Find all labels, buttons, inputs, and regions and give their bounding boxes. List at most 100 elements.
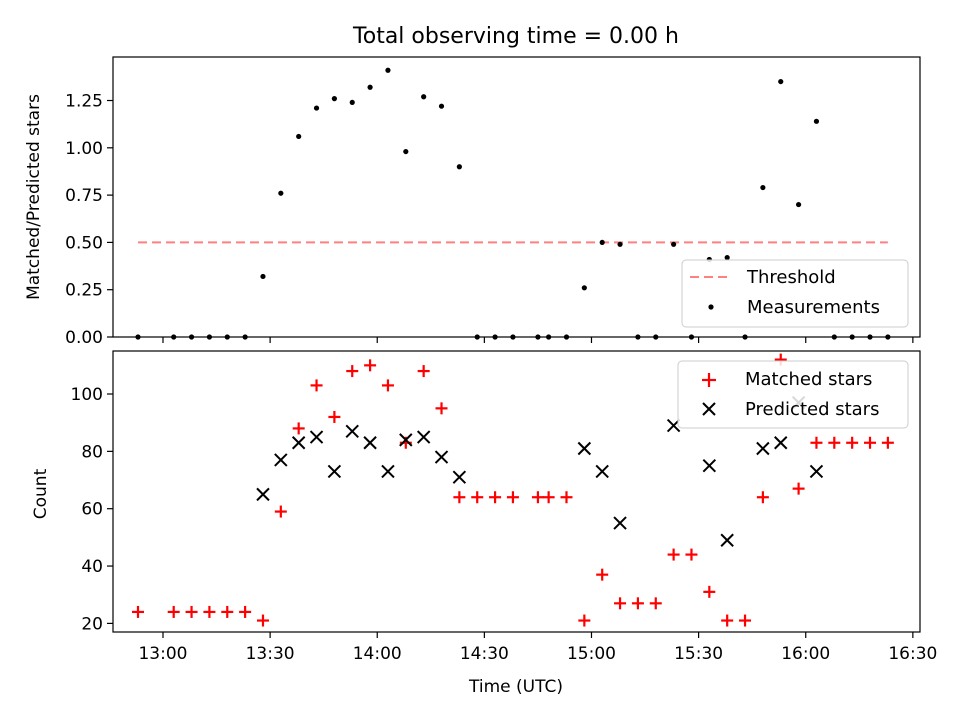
matched-stars-point xyxy=(417,365,430,378)
matched-stars-point xyxy=(703,585,716,598)
bottom-plot-marks xyxy=(131,353,894,627)
top-plot-marks xyxy=(135,67,891,340)
matched-stars-point xyxy=(864,436,877,449)
measurement-point xyxy=(385,67,391,73)
matched-stars-point xyxy=(346,365,359,378)
matched-stars-point xyxy=(881,436,894,449)
matched-stars-point xyxy=(810,436,823,449)
matched-stars-point xyxy=(614,597,627,610)
matched-stars-point xyxy=(721,614,734,627)
matched-stars-point xyxy=(167,605,180,618)
matched-stars-point xyxy=(596,568,609,581)
bottom-x-tick-label: 14:00 xyxy=(353,644,402,664)
top-y-tick-label: 0.25 xyxy=(65,281,103,301)
measurements-legend-label: Measurements xyxy=(747,297,880,318)
top-axes-frame xyxy=(112,56,921,338)
predicted-stars-point xyxy=(577,441,592,456)
top-y-tick-label: 1.25 xyxy=(65,92,103,112)
matched-stars-point xyxy=(203,605,216,618)
matched-stars-point xyxy=(256,614,269,627)
matched-stars-point xyxy=(631,597,644,610)
predicted-stars-point xyxy=(399,433,413,447)
matched-stars-point xyxy=(685,548,698,561)
bottom-legend-box xyxy=(677,360,909,429)
matched-stars-legend-label: Matched stars xyxy=(745,369,872,390)
measurement-point xyxy=(313,105,320,111)
measurement-point xyxy=(813,118,820,124)
measurement-point xyxy=(617,241,623,247)
bottom-x-ticks: 13:00 13:30 14:00 14:30 15:00 15:30 16:00 16:30 xyxy=(138,632,937,664)
measurement-point xyxy=(456,164,462,170)
measurement-point xyxy=(760,184,766,191)
matched-stars-point xyxy=(471,491,484,504)
matched-stars-point xyxy=(578,614,591,627)
bottom-y-tick-label: 80 xyxy=(81,442,103,462)
bottom-x-tick-label: 13:00 xyxy=(138,644,187,664)
matched-stars-point xyxy=(185,605,198,618)
measurement-point xyxy=(421,94,427,100)
predicted-stars-point xyxy=(756,441,770,456)
predicted-stars-point xyxy=(452,470,467,484)
matched-stars-point xyxy=(667,548,680,561)
measurement-point xyxy=(331,96,337,102)
matched-stars-point xyxy=(756,491,769,504)
measurements-legend-swatch xyxy=(708,304,714,310)
predicted-stars-point xyxy=(702,458,717,473)
predicted-stars-point xyxy=(809,464,824,479)
measurement-point xyxy=(724,254,730,261)
matched-stars-point xyxy=(221,605,234,618)
matched-stars-point xyxy=(649,597,662,610)
matched-stars-point xyxy=(531,491,544,504)
bottom-y-ticks: 20 40 60 80 100 xyxy=(71,385,113,634)
bottom-x-tick-label: 14:30 xyxy=(460,644,509,664)
predicted-stars-point xyxy=(613,516,627,530)
predicted-stars-point xyxy=(345,424,359,438)
matched-stars-point xyxy=(506,491,519,504)
matched-stars-legend-swatch xyxy=(702,373,716,387)
predicted-stars-point xyxy=(309,430,324,444)
predicted-stars-legend-swatch xyxy=(702,402,716,416)
measurement-point xyxy=(438,103,445,109)
predicted-stars-point xyxy=(291,436,306,450)
matched-stars-point xyxy=(542,491,555,504)
top-legend-box xyxy=(681,259,909,328)
top-y-axis-label: Matched/Predicted stars xyxy=(24,94,44,300)
bottom-y-tick-label: 20 xyxy=(81,614,103,634)
bottom-legend: Matched stars Predicted stars xyxy=(677,360,909,429)
predicted-stars-point xyxy=(274,453,288,467)
predicted-stars-point xyxy=(434,450,449,464)
predicted-stars-point xyxy=(256,487,270,502)
bottom-y-tick-label: 100 xyxy=(71,385,103,405)
matched-stars-point xyxy=(310,379,323,392)
predicted-stars-point xyxy=(327,464,342,479)
predicted-stars-point xyxy=(363,436,377,450)
threshold-legend-label: Threshold xyxy=(746,267,836,288)
bottom-y-axis-label: Count xyxy=(31,468,51,519)
matched-stars-point xyxy=(239,605,252,618)
top-y-tick-label: 0.00 xyxy=(65,328,103,348)
top-y-ticks: 0.00 0.25 0.50 0.75 1.00 1.25 xyxy=(65,92,113,348)
measurement-point xyxy=(671,241,677,247)
top-y-tick-label: 0.50 xyxy=(65,233,103,253)
top-legend: Threshold Measurements xyxy=(681,259,909,328)
measurement-point xyxy=(403,148,409,155)
matched-stars-point xyxy=(292,422,305,435)
bottom-x-tick-label: 13:30 xyxy=(246,644,295,664)
predicted-stars-point xyxy=(774,436,788,450)
matched-stars-point xyxy=(846,436,859,449)
top-x-ticks xyxy=(162,337,914,343)
measurement-point xyxy=(599,239,605,246)
matched-stars-point xyxy=(131,605,144,618)
bottom-x-tick-label: 16:30 xyxy=(888,644,937,664)
top-chart-title: Total observing time = 0.00 h xyxy=(352,24,679,49)
predicted-stars-point xyxy=(720,533,734,547)
matched-stars-point xyxy=(328,410,341,423)
matched-stars-point xyxy=(364,359,377,372)
bottom-x-tick-label: 16:00 xyxy=(781,644,830,664)
matched-stars-point xyxy=(828,436,841,449)
bottom-y-tick-label: 40 xyxy=(81,557,103,577)
bottom-x-axis-label: Time (UTC) xyxy=(468,677,563,697)
